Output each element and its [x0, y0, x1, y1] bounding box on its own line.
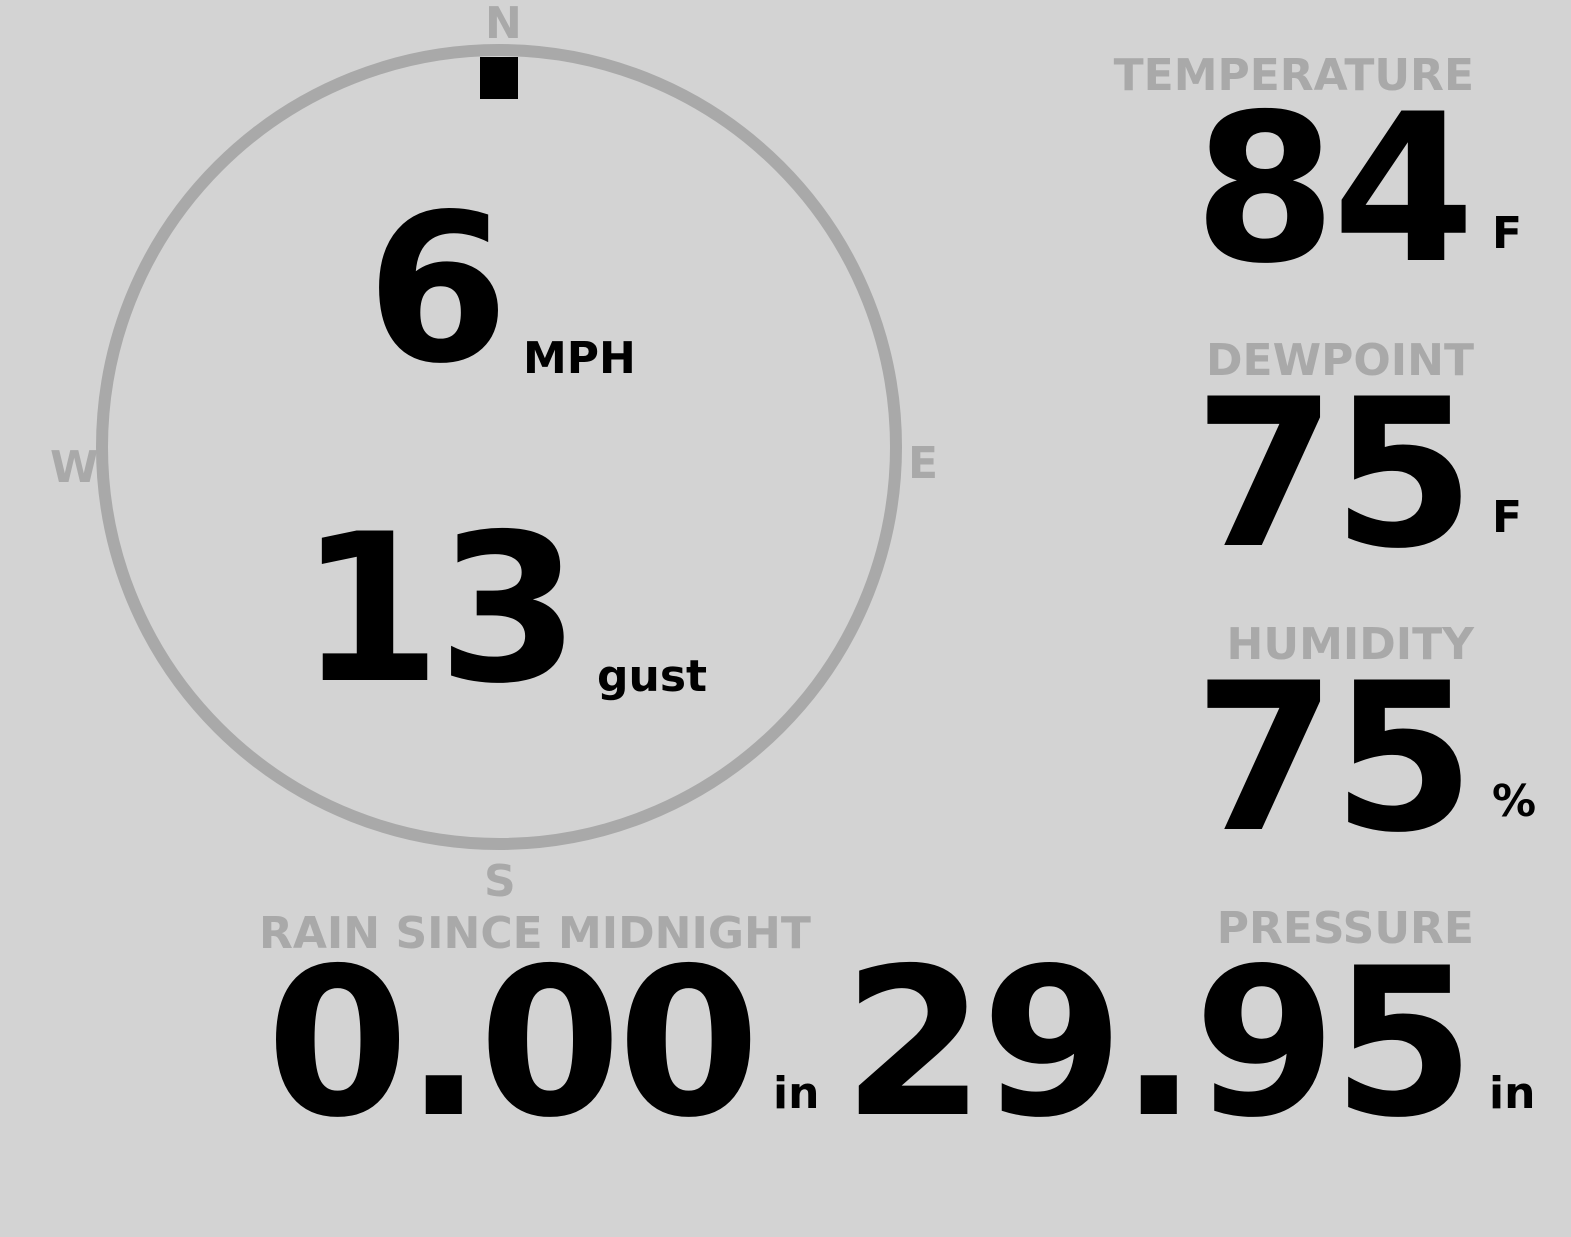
- temperature-value: 84: [1193, 71, 1475, 309]
- temperature-unit: F: [1492, 208, 1523, 259]
- rain-unit: in: [773, 1068, 820, 1119]
- compass-south-label: S: [484, 856, 516, 907]
- pressure-label: PRESSURE: [1216, 903, 1474, 954]
- humidity-label: HUMIDITY: [1226, 619, 1474, 670]
- compass-west-label: W: [50, 442, 99, 493]
- dewpoint-unit: F: [1492, 492, 1523, 543]
- compass-ring: [96, 44, 902, 850]
- wind-direction-marker: [480, 57, 518, 99]
- humidity-value: 75: [1193, 640, 1475, 878]
- compass-east-label: E: [908, 438, 939, 489]
- compass-north-label: N: [485, 0, 522, 49]
- wind-gust-unit: gust: [597, 651, 708, 702]
- dewpoint-value: 75: [1193, 356, 1475, 594]
- rain-value: 0.00: [266, 925, 760, 1163]
- dewpoint-label: DEWPOINT: [1206, 335, 1474, 386]
- wind-gust-value: 13: [298, 491, 580, 729]
- pressure-unit: in: [1489, 1068, 1536, 1119]
- wind-speed-value: 6: [366, 171, 509, 409]
- humidity-unit: %: [1492, 776, 1537, 827]
- temperature-label: TEMPERATURE: [1113, 50, 1474, 101]
- pressure-value: 29.95: [842, 925, 1475, 1163]
- rain-label: RAIN SINCE MIDNIGHT: [259, 908, 811, 959]
- wind-speed-unit: MPH: [523, 333, 636, 384]
